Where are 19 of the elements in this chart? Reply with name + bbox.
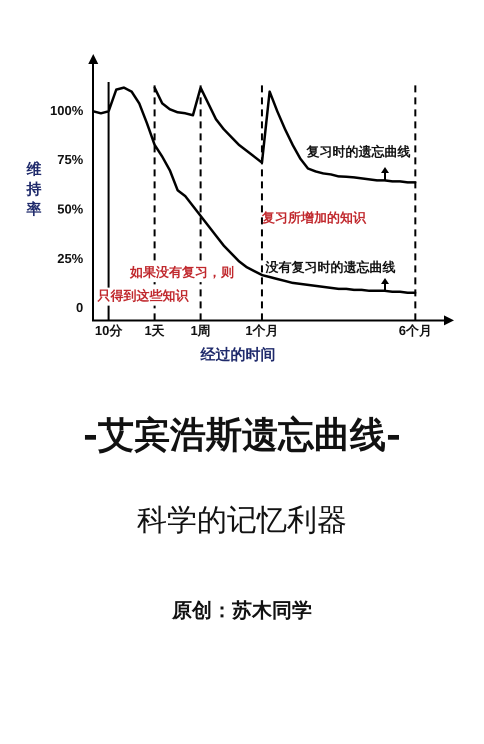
y-tick-label: 25% bbox=[57, 250, 84, 266]
x-tick-label: 1天 bbox=[144, 322, 166, 338]
y-tick-label: 100% bbox=[50, 102, 84, 118]
x-axis-title: 经过的时间 bbox=[199, 345, 276, 364]
y-tick-label: 75% bbox=[57, 152, 84, 168]
y-tick-label: 0 bbox=[76, 300, 84, 316]
text: 原创：苏木同学 bbox=[170, 597, 313, 623]
x-tick-label: 1周 bbox=[190, 322, 211, 338]
y-axis-title: 维持率 bbox=[26, 160, 42, 218]
x-tick-label: 1个月 bbox=[245, 322, 279, 338]
text: 科学的记忆利器 bbox=[136, 503, 348, 539]
text: -艾宾浩斯遗忘曲线- bbox=[82, 414, 402, 456]
x-tick-label: 6个月 bbox=[398, 322, 432, 338]
annotation: 如果没有复习，则只得到这些知识 bbox=[96, 265, 234, 304]
x-tick-label: 10分 bbox=[94, 322, 124, 338]
annotation: 复习所增加的知识 bbox=[261, 210, 368, 226]
y-tick-label: 50% bbox=[57, 202, 84, 217]
annotation: 复习时的遗忘曲线 bbox=[305, 144, 410, 160]
annotation: 没有复习时的遗忘曲线 bbox=[264, 259, 396, 276]
